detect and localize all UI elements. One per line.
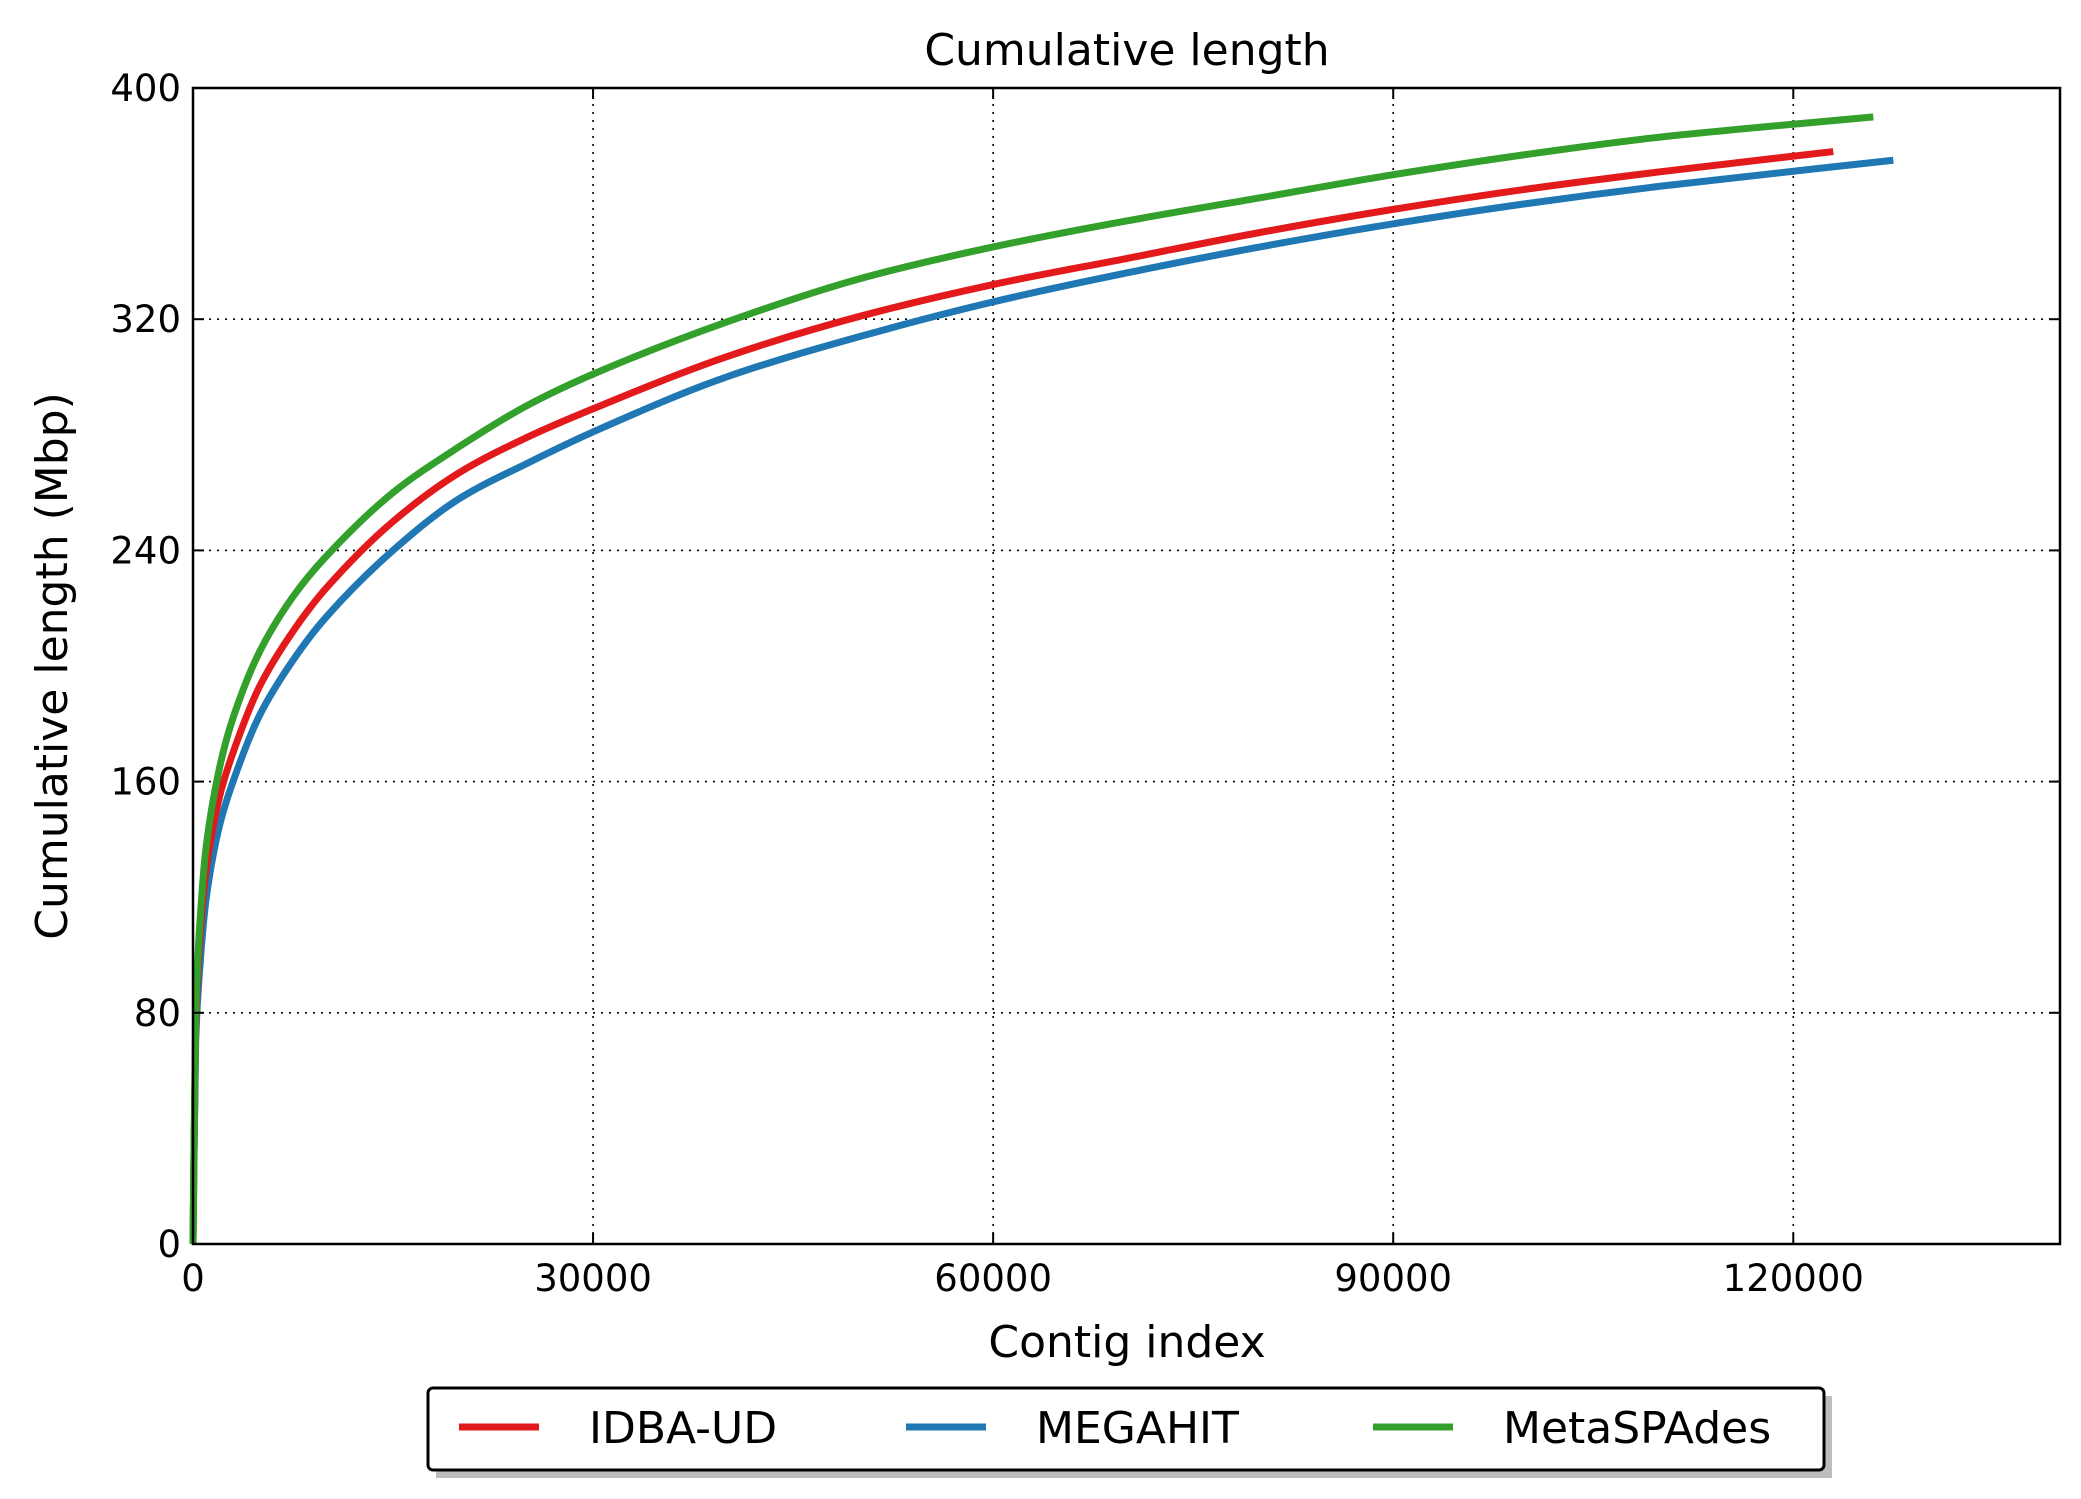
y-tick-labels: 0 80 160 240 320 400 (110, 67, 181, 1266)
legend-label: IDBA-UD (589, 1403, 777, 1454)
y-tick-label: 240 (110, 529, 181, 572)
y-tick-label: 320 (110, 298, 181, 341)
x-tick-label: 120000 (1723, 1257, 1864, 1300)
x-axis-label: Contig index (988, 1317, 1265, 1368)
series-line-idba-ud (189, 148, 1834, 1245)
legend-label: MEGAHIT (1036, 1403, 1239, 1454)
chart-title: Cumulative length (924, 25, 1329, 76)
legend-label: MetaSPAdes (1503, 1403, 1771, 1454)
legend: IDBA-UD MEGAHIT MetaSPAdes (426, 1386, 1832, 1478)
y-tick-label: 80 (134, 992, 181, 1035)
x-tick-labels: 0 30000 60000 90000 120000 (181, 1257, 1864, 1300)
y-tick-label: 0 (157, 1223, 181, 1266)
plot-area-frame (191, 86, 2062, 1246)
grid-lines (193, 88, 2060, 1244)
x-tick-label: 0 (181, 1257, 205, 1300)
x-tick-label: 90000 (1334, 1257, 1452, 1300)
y-tick-label: 400 (110, 67, 181, 110)
axis-ticks (192, 87, 2060, 1245)
y-tick-label: 160 (110, 761, 181, 804)
series-layer (189, 113, 1894, 1245)
legend-items: IDBA-UD MEGAHIT MetaSPAdes (459, 1403, 1771, 1454)
y-axis-label: Cumulative length (Mbp) (27, 392, 78, 940)
legend-box (426, 1386, 1826, 1472)
series-line-megahit (189, 156, 1894, 1245)
x-tick-label: 60000 (934, 1257, 1052, 1300)
series-line-metaspades (189, 113, 1874, 1245)
x-tick-label: 30000 (534, 1257, 652, 1300)
